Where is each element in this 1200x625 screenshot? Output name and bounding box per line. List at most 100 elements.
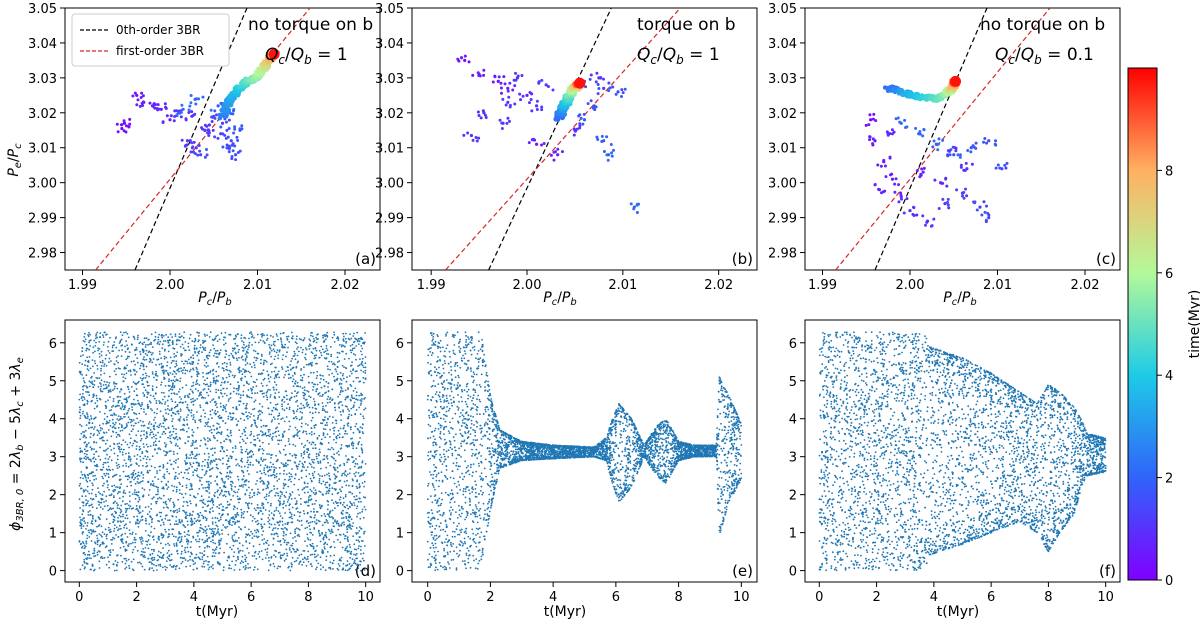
phase-point-d — [219, 492, 222, 495]
scatter-point-a — [231, 112, 235, 116]
phase-point-d — [102, 436, 104, 439]
phase-point-d — [261, 460, 264, 463]
phase-point-d — [275, 492, 277, 494]
phase-point-d — [244, 526, 246, 529]
phase-point-d — [346, 461, 348, 464]
phase-point-d — [175, 432, 178, 435]
phase-point-d — [175, 443, 178, 445]
phase-point-d — [180, 552, 183, 555]
phase-point-d — [122, 542, 124, 544]
phase-point-d — [338, 406, 340, 409]
phase-point-d — [181, 386, 184, 389]
phase-point-d — [200, 495, 203, 498]
phase-point-d — [277, 357, 279, 360]
phase-point-d — [319, 395, 321, 397]
scatter-point-c — [873, 183, 877, 187]
phase-point-d — [291, 454, 294, 457]
phase-point-d — [241, 412, 244, 415]
phase-point-d — [262, 395, 265, 398]
scatter-point-b — [477, 113, 481, 117]
phase-point-d — [206, 391, 208, 394]
phase-point-d — [342, 533, 345, 536]
scatter-point-c — [918, 175, 922, 179]
phase-point-d — [145, 462, 148, 464]
phase-point-d — [261, 431, 264, 433]
scatter-point-b — [535, 99, 539, 103]
phase-point-d — [207, 525, 210, 527]
phase-point-d — [96, 331, 99, 334]
phase-point-d — [300, 402, 302, 405]
phase-point-d — [364, 377, 367, 380]
y-tick-label-a: 3.04 — [28, 37, 57, 52]
phase-point-d — [312, 547, 315, 550]
phase-point-d — [227, 475, 230, 477]
phase-point-d — [105, 472, 108, 475]
phase-point-d — [172, 436, 175, 439]
phase-point-d — [155, 564, 158, 567]
phase-point-d — [159, 436, 162, 438]
scatter-point-b — [481, 109, 485, 113]
phase-point-d — [244, 558, 247, 561]
x-tick-label-a: 2.01 — [243, 278, 272, 293]
phase-point-d — [232, 412, 235, 415]
phase-point-d — [257, 449, 260, 452]
phase-point-d — [279, 472, 281, 475]
phase-point-d — [123, 392, 126, 395]
phase-point-d — [300, 455, 303, 457]
scatter-point-a — [138, 104, 142, 108]
scatter-point-b — [588, 77, 592, 81]
phase-point-d — [81, 450, 83, 453]
y-tick-label-c: 3.02 — [768, 107, 797, 122]
phase-point-d — [108, 522, 111, 525]
phase-point-d — [180, 370, 183, 372]
phase-point-d — [181, 402, 184, 404]
phase-point-d — [151, 497, 154, 500]
phase-point-d — [296, 381, 299, 384]
phase-point-d — [107, 399, 109, 402]
phase-point-d — [181, 493, 183, 496]
phase-point-d — [126, 333, 129, 335]
y-tick-label-c: 3.00 — [768, 177, 797, 192]
y-tick-label-c: 3.01 — [768, 142, 797, 157]
phase-point-d — [272, 336, 274, 338]
phase-point-d — [85, 436, 87, 439]
phase-point-d — [318, 504, 321, 506]
phase-point-d — [357, 376, 359, 379]
phase-point-d — [199, 524, 202, 526]
phase-point-d — [98, 560, 101, 563]
phase-point-d — [155, 437, 158, 440]
phase-point-d — [282, 482, 285, 485]
phase-point-d — [232, 495, 235, 497]
phase-point-d — [287, 499, 290, 501]
phase-point-d — [145, 413, 147, 415]
phase-point-d — [297, 533, 300, 536]
phase-point-d — [85, 445, 87, 448]
phase-point-d — [178, 367, 180, 370]
phase-point-d — [86, 365, 89, 367]
phase-point-d — [82, 542, 85, 545]
phase-point-d — [240, 514, 243, 517]
phase-point-d — [107, 526, 110, 529]
scatter-point-b — [505, 121, 509, 125]
phase-point-d — [251, 520, 254, 522]
phase-point-d — [179, 401, 182, 404]
phase-point-d — [183, 471, 186, 474]
phase-point-d — [177, 498, 180, 501]
phase-point-d — [202, 515, 205, 518]
phase-point-d — [103, 556, 106, 559]
scatter-point-c — [1003, 163, 1007, 167]
scatter-point-a — [234, 153, 238, 157]
phase-point-d — [86, 563, 89, 565]
y-tick-label-d: 1 — [49, 527, 57, 542]
phase-point-d — [205, 519, 208, 522]
phase-point-d — [190, 415, 193, 417]
phase-point-d — [242, 475, 245, 477]
phase-point-d — [274, 340, 276, 343]
scatter-point-a — [210, 115, 214, 119]
phase-point-d — [172, 450, 175, 453]
phase-point-d — [123, 526, 125, 529]
phase-point-d — [103, 533, 106, 535]
phase-point-d — [280, 341, 283, 343]
scatter-point-c — [918, 130, 922, 134]
phase-point-d — [261, 539, 264, 541]
